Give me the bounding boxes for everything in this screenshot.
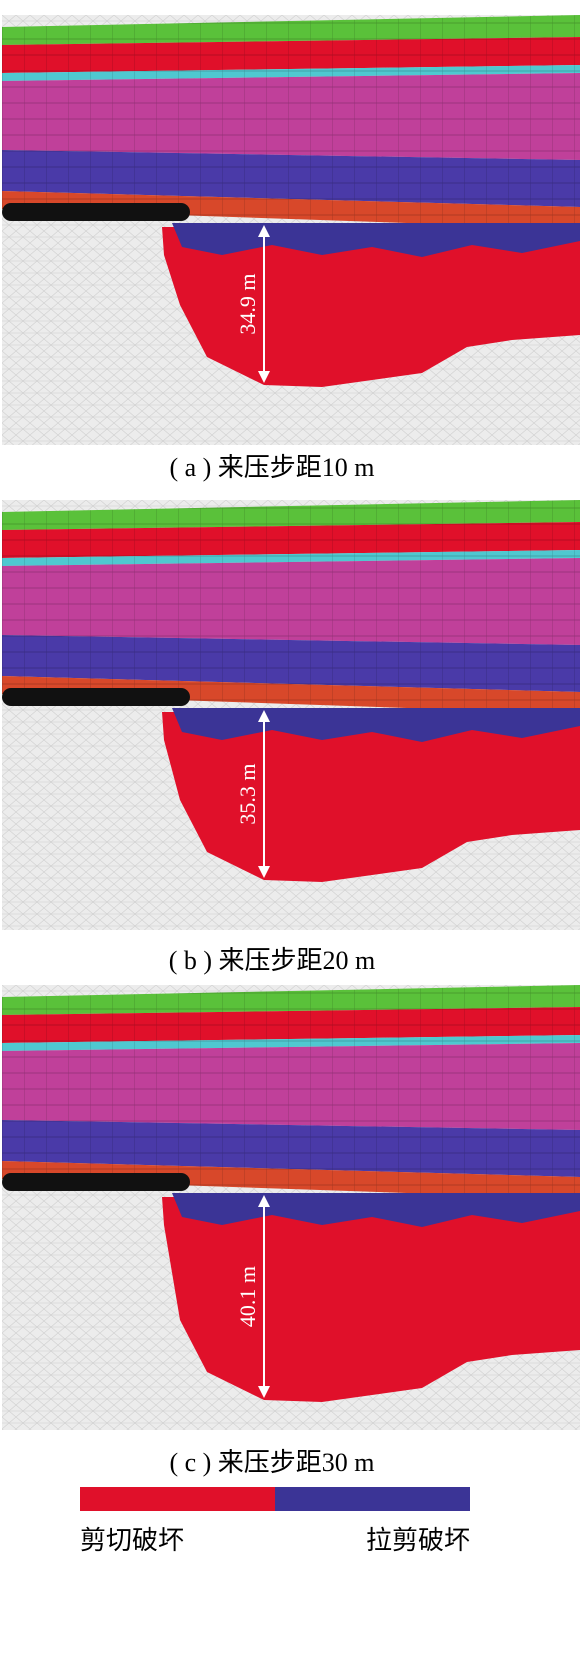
- tensile-shear-zone: [172, 1193, 580, 1227]
- stratum-blocks: [2, 15, 580, 45]
- stratum-blocks: [2, 522, 580, 558]
- shear-failure-zone: [162, 227, 580, 387]
- panel: 40.1 m: [2, 985, 580, 1430]
- panel-caption: ( c ) 来压步距30 m: [169, 1448, 374, 1477]
- panel-caption: ( b ) 来压步距20 m: [169, 946, 376, 975]
- shear-failure-zone: [162, 712, 580, 882]
- panel: 35.3 m: [2, 500, 580, 930]
- stratum-blocks: [2, 500, 580, 530]
- stratum-blocks: [2, 150, 580, 207]
- stratum-blocks: [2, 1007, 580, 1043]
- stratum-blocks: [2, 1161, 580, 1199]
- height-label: 34.9 m: [235, 273, 260, 334]
- legend-swatch: [275, 1487, 470, 1511]
- legend-label: 拉剪破坏: [366, 1526, 470, 1555]
- stratum-blocks: [2, 65, 580, 81]
- stratum-blocks: [2, 550, 580, 566]
- arrow-head: [258, 710, 270, 722]
- panel: 34.9 m: [2, 15, 580, 445]
- stratum-blocks: [2, 985, 580, 1015]
- stratum-blocks: [2, 1043, 580, 1130]
- arrow-head: [258, 225, 270, 237]
- stratum-blocks: [2, 1120, 580, 1177]
- stratum-blocks: [2, 191, 580, 229]
- stratum-blocks: [2, 558, 580, 645]
- legend-swatch: [80, 1487, 275, 1511]
- tensile-shear-zone: [172, 708, 580, 742]
- coal-seam: [2, 1173, 190, 1191]
- stratum-blocks: [2, 73, 580, 160]
- coal-seam: [2, 203, 190, 221]
- height-label: 35.3 m: [235, 763, 260, 824]
- stratum-blocks: [2, 37, 580, 73]
- panel-caption: ( a ) 来压步距10 m: [169, 453, 374, 482]
- coal-seam: [2, 688, 190, 706]
- shear-failure-zone: [162, 1197, 580, 1402]
- arrow-head: [258, 866, 270, 878]
- stratum-blocks: [2, 1035, 580, 1051]
- arrow-head: [258, 1195, 270, 1207]
- height-label: 40.1 m: [235, 1266, 260, 1327]
- stratum-blocks: [2, 676, 580, 714]
- arrow-head: [258, 1386, 270, 1398]
- tensile-shear-zone: [172, 223, 580, 257]
- stratum-blocks: [2, 635, 580, 692]
- arrow-head: [258, 371, 270, 383]
- legend-label: 剪切破坏: [80, 1526, 184, 1555]
